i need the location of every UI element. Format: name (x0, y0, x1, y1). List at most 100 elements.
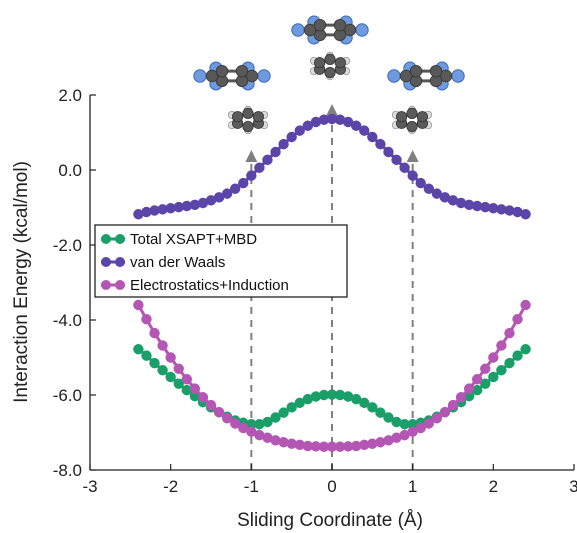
molecule-illustrations (193, 15, 465, 135)
data-point (181, 374, 192, 385)
data-point (286, 438, 297, 449)
data-point (181, 200, 192, 212)
data-point (439, 407, 451, 418)
benzene-hexafluorobenzene-stack-right-icon (387, 61, 465, 135)
data-point (165, 352, 176, 363)
data-point (480, 363, 491, 374)
data-point (504, 327, 515, 339)
carbon-atom (242, 121, 254, 133)
data-point (213, 407, 225, 418)
carbon-atom (416, 111, 428, 123)
data-point (262, 416, 273, 428)
legend-marker (101, 280, 111, 290)
data-point (254, 162, 265, 173)
benzene-hexafluorobenzene-stack-center-icon (291, 15, 369, 81)
data-point (254, 419, 265, 430)
carbon-atom (324, 67, 336, 79)
data-point (246, 419, 257, 430)
data-point (334, 114, 346, 125)
data-point (310, 116, 322, 128)
data-point (165, 371, 176, 383)
data-point (141, 350, 152, 361)
legend-marker (101, 234, 111, 244)
carbon-atom (235, 64, 249, 78)
data-point (278, 407, 289, 418)
x-tick-label: -2 (163, 477, 178, 496)
data-point (278, 437, 289, 448)
carbon-atom (232, 111, 244, 123)
carbon-atom (245, 69, 259, 83)
data-point (423, 183, 434, 194)
data-point (205, 195, 217, 206)
carbon-atom (343, 23, 357, 37)
fluorine-atom (291, 23, 305, 37)
data-point (351, 120, 362, 131)
data-point (415, 422, 426, 434)
data-point (197, 392, 209, 403)
reference-lines (245, 104, 419, 470)
legend-marker (115, 234, 125, 244)
benzene-hexafluorobenzene-stack-left-icon (193, 61, 271, 135)
data-point (133, 299, 144, 311)
data-point (173, 201, 184, 213)
data-point (480, 201, 491, 213)
legend-box (94, 224, 348, 298)
carbon-atom (399, 69, 413, 83)
data-point (294, 125, 305, 136)
data-point (375, 138, 386, 150)
ticks: -3 -2 -1 0 1 2 3 -8.0 -6.0 -4.0 -2.0 0.0 2.0 (53, 86, 577, 496)
data-point (238, 422, 249, 434)
data-point (391, 432, 402, 443)
data-point (463, 199, 475, 211)
legend-label: Electrostatics+Induction (130, 277, 289, 294)
data-point (326, 441, 338, 452)
data-point (431, 188, 443, 199)
data-point (221, 413, 233, 424)
data-point (205, 399, 217, 411)
carbon-atom (409, 64, 423, 78)
data-point (431, 413, 443, 424)
carbon-atom (324, 53, 336, 66)
data-point (133, 209, 144, 220)
data-point (302, 393, 313, 405)
data-point (157, 340, 168, 351)
y-tick-label: 2.0 (58, 86, 82, 105)
data-point (262, 154, 273, 166)
data-point (238, 177, 249, 189)
data-point (455, 392, 467, 403)
data-point (230, 183, 241, 194)
data-point (286, 402, 297, 413)
x-tick-label: 2 (489, 477, 498, 496)
y-tick-label: 0.0 (58, 161, 82, 180)
carbon-atom (333, 18, 347, 32)
y-tick-label: -8.0 (53, 461, 82, 480)
data-point (173, 363, 184, 374)
data-point (302, 120, 313, 131)
carbon-atom (215, 64, 229, 78)
data-point (181, 384, 192, 396)
data-point (407, 426, 418, 437)
data-point (512, 314, 523, 325)
carbon-atom (334, 57, 346, 69)
data-point (375, 437, 386, 448)
carbon-atom (303, 23, 317, 37)
data-point (149, 205, 160, 216)
carbon-atom (429, 64, 443, 78)
data-point (463, 383, 475, 394)
carbon-atom (439, 69, 453, 83)
y-tick-label: -4.0 (53, 311, 82, 330)
data-point (391, 154, 402, 166)
carbon-atom (252, 111, 264, 123)
data-point (351, 393, 362, 405)
data-point (367, 402, 378, 413)
data-point (496, 340, 507, 351)
data-point (423, 418, 434, 429)
data-point (375, 407, 386, 418)
x-tick-label: -1 (244, 477, 259, 496)
data-point (302, 440, 313, 452)
data-point (399, 429, 410, 441)
data-point (157, 365, 168, 376)
data-point (488, 352, 499, 363)
data-point (512, 350, 523, 361)
